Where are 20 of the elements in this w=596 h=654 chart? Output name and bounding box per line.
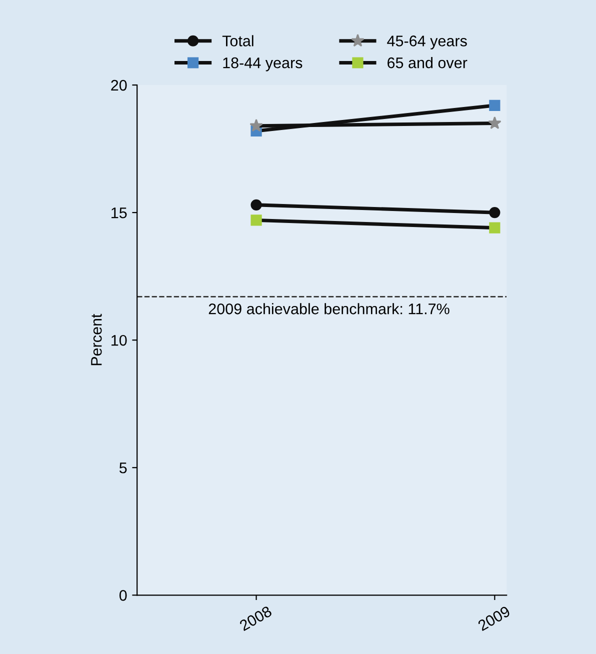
y-tick-label: 5	[119, 462, 127, 474]
point	[489, 222, 500, 234]
x-tick-label: 2009	[477, 606, 511, 632]
point	[489, 100, 500, 111]
y-axis-title: Percent	[91, 314, 102, 366]
y-tick-label: 15	[112, 208, 127, 218]
legend-label: 18-44 years	[223, 57, 302, 72]
legend-label: 45-64 years	[387, 36, 467, 50]
legend-label: 65 and over	[388, 57, 468, 68]
point	[489, 206, 500, 218]
legend-label: Total	[222, 35, 254, 46]
x-tick-label: 2008	[238, 606, 272, 632]
y-tick-label: 0	[119, 590, 127, 601]
y-tick-label: 20	[111, 80, 127, 91]
y-tick-label: 10	[112, 334, 127, 346]
point	[488, 116, 502, 130]
point	[250, 118, 263, 132]
point	[250, 199, 262, 210]
ref-line-label: 2009 achievable benchmark: 11.7%	[208, 303, 450, 314]
point	[250, 214, 262, 226]
